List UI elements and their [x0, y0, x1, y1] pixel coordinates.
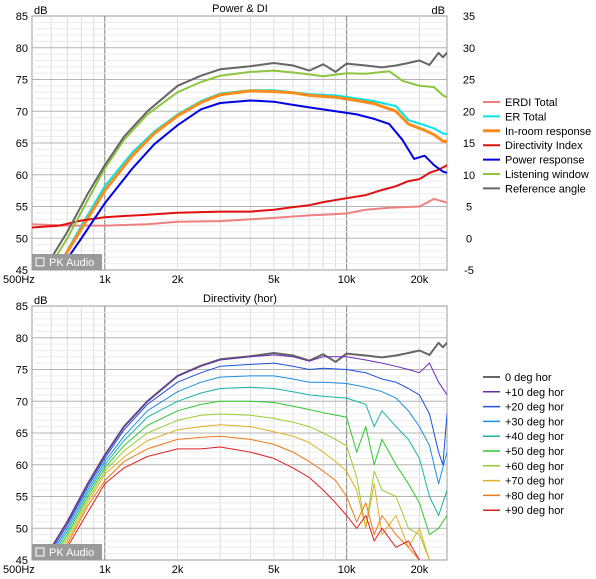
series-line-listening-window	[46, 69, 447, 270]
directivity-y-tick-label: 65	[16, 428, 28, 440]
power-di-y-right-tick-label: 10	[463, 170, 475, 182]
directivity-y-tick-label: 50	[16, 523, 28, 535]
directivity-x-tick-label: 500Hz	[3, 564, 35, 576]
directivity-left-axis-unit: dB	[34, 295, 47, 307]
power-di-y-right-tick-label: 5	[466, 202, 472, 214]
legend-label-0-deg-hor: 0 deg hor	[505, 372, 552, 384]
directivity-left-tick-labels: 45 50 55 60 65 70 75 80 85	[16, 301, 28, 567]
legend-label-erdi-total: ERDI Total	[505, 97, 557, 109]
series-line-erdi-total	[32, 197, 447, 227]
watermark-text: PK Audio	[49, 547, 94, 559]
directivity-x-tick-label: 10k	[338, 564, 356, 576]
directivity-x-tick-label: 20k	[411, 564, 429, 576]
directivity-grid	[32, 306, 447, 560]
directivity-y-tick-label: 85	[16, 301, 28, 313]
legend-label-60-deg-hor: +60 deg hor	[505, 461, 564, 473]
directivity-title: Directivity (hor)	[203, 293, 277, 305]
power-di-y-tick-label: 55	[16, 202, 28, 214]
legend-label-70-deg-hor: +70 deg hor	[505, 476, 564, 488]
series-line-in-room-response	[54, 89, 447, 270]
power-di-y-right-tick-label: -5	[464, 265, 474, 277]
power-di-y-tick-label: 80	[16, 43, 28, 55]
directivity-watermark: PK Audio	[32, 544, 102, 560]
power-di-grid	[32, 16, 447, 270]
watermark-text: PK Audio	[49, 257, 94, 269]
directivity-y-tick-label: 55	[16, 492, 28, 504]
legend-label-er-total: ER Total	[505, 111, 546, 123]
legend-label-80-deg-hor: +80 deg hor	[505, 490, 564, 502]
directivity-x-tick-labels: 500Hz 1k 2k 5k 10k 20k	[3, 564, 429, 576]
directivity-y-tick-label: 80	[16, 333, 28, 345]
power-di-y-right-tick-label: 20	[463, 106, 475, 118]
power-di-y-tick-label: 70	[16, 106, 28, 118]
power-di-y-right-tick-label: 35	[463, 11, 475, 23]
series-line-90-deg-hor	[57, 446, 420, 560]
directivity-chart: PK Audio Directivity (hor) dB 45 50 55 60 65…	[3, 293, 564, 576]
legend-label-reference-angle: Reference angle	[505, 183, 586, 195]
power-di-y-tick-label: 60	[16, 170, 28, 182]
series-line-reference-angle	[42, 51, 447, 270]
power-di-right-tick-labels: -5 0 5 10 15 20 25 30 35	[463, 11, 475, 277]
power-di-y-tick-label: 45	[16, 265, 28, 277]
legend-label-40-deg-hor: +40 deg hor	[505, 431, 564, 443]
directivity-x-tick-label: 1k	[99, 564, 111, 576]
series-line-20-deg-hor	[45, 362, 447, 560]
legend-label-in-room-response: In-room response	[505, 126, 591, 138]
power-di-y-right-tick-label: 0	[466, 233, 472, 245]
power-di-watermark: PK Audio	[32, 254, 102, 270]
legend-label-90-deg-hor: +90 deg hor	[505, 505, 564, 517]
power-di-x-tick-label: 500Hz	[3, 274, 35, 286]
power-di-y-right-tick-label: 30	[463, 43, 475, 55]
watermark-background	[32, 254, 102, 270]
directivity-y-tick-label: 60	[16, 460, 28, 472]
directivity-y-tick-label: 70	[16, 396, 28, 408]
directivity-x-tick-label: 2k	[172, 564, 184, 576]
series-line-60-deg-hor	[52, 413, 430, 560]
series-line-50-deg-hor	[50, 400, 447, 560]
power-di-y-tick-label: 65	[16, 138, 28, 150]
power-di-x-tick-label: 20k	[411, 274, 429, 286]
directivity-legend: 0 deg hor +10 deg hor +20 deg hor +30 deg h…	[483, 372, 564, 517]
power-di-right-axis-unit: dB	[432, 5, 445, 17]
directivity-series	[42, 341, 447, 560]
series-line-80-deg-hor	[55, 435, 420, 560]
power-di-y-tick-label: 50	[16, 233, 28, 245]
legend-label-20-deg-hor: +20 deg hor	[505, 402, 564, 414]
series-line-40-deg-hor	[48, 386, 447, 560]
power-di-left-tick-labels: 45 50 55 60 65 70 75 80 85	[16, 11, 28, 277]
power-di-y-tick-label: 85	[16, 11, 28, 23]
legend-label-power-response: Power response	[505, 155, 585, 167]
power-di-x-tick-label: 1k	[99, 274, 111, 286]
legend-label-directivity-index: Directivity Index	[505, 140, 583, 152]
legend-label-30-deg-hor: +30 deg hor	[505, 416, 564, 428]
directivity-y-tick-label: 75	[16, 365, 28, 377]
power-di-x-tick-label: 5k	[268, 274, 280, 286]
series-line-30-deg-hor	[47, 375, 447, 560]
power-di-x-tick-label: 2k	[172, 274, 184, 286]
power-di-x-tick-labels: 500Hz 1k 2k 5k 10k 20k	[3, 274, 429, 286]
directivity-y-tick-label: 45	[16, 555, 28, 567]
power-di-series	[32, 51, 447, 270]
power-di-title: Power & DI	[212, 3, 268, 15]
power-di-y-right-tick-label: 25	[463, 75, 475, 87]
legend-label-10-deg-hor: +10 deg hor	[505, 387, 564, 399]
watermark-background	[32, 544, 102, 560]
watermark-logo-icon	[35, 547, 45, 557]
series-line-10-deg-hor	[43, 354, 447, 560]
power-di-y-right-tick-label: 15	[463, 138, 475, 150]
power-di-x-tick-label: 10k	[338, 274, 356, 286]
legend-label-listening-window: Listening window	[505, 169, 589, 181]
series-line-power-response	[58, 99, 447, 270]
power-di-y-tick-label: 75	[16, 75, 28, 87]
power-di-legend: ERDI Total ER Total In-room response Direct…	[483, 97, 591, 195]
power-di-left-axis-unit: dB	[34, 5, 47, 17]
legend-label-50-deg-hor: +50 deg hor	[505, 446, 564, 458]
directivity-x-tick-label: 5k	[268, 564, 280, 576]
power-di-chart: PK Audio Power & DI dB dB 45505560657075…	[3, 3, 591, 286]
series-line-directivity-index	[32, 164, 447, 229]
watermark-logo-icon	[35, 257, 45, 267]
